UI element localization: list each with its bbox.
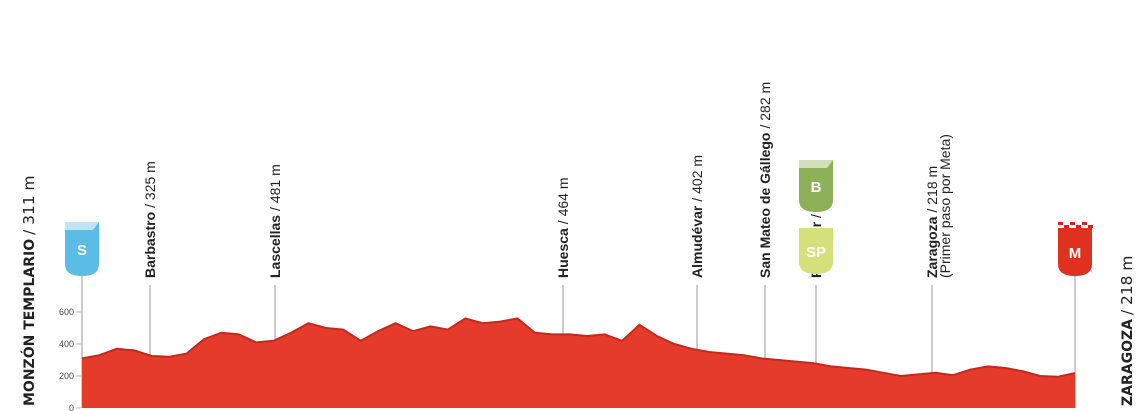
- badge-check: [1082, 222, 1087, 225]
- place-label: Zaragoza / 218 m: [924, 166, 940, 278]
- place-label: ZARAGOZA / 218 m: [1118, 256, 1136, 406]
- y-tick-label: 200: [59, 371, 74, 381]
- place-label: Barbastro / 325 m: [142, 161, 158, 278]
- badge-check: [1076, 225, 1081, 228]
- place-altitude: / 218 m: [924, 166, 940, 213]
- place-altitude: / 282 m: [757, 82, 773, 129]
- place-name: Almudévar: [689, 205, 705, 278]
- place-name: ZARAGOZA: [1120, 319, 1136, 406]
- place-label: Huesca / 464 m: [555, 177, 571, 278]
- badge-flag: [65, 222, 99, 230]
- place-name: Lascellas: [267, 215, 283, 278]
- place-altitude: / 464 m: [555, 177, 571, 224]
- badge-label: SP: [806, 244, 826, 261]
- badge-shape: [65, 222, 99, 276]
- badge-check: [1064, 225, 1069, 228]
- badge-shape: [1058, 228, 1092, 276]
- badge-label: B: [811, 179, 822, 196]
- place-altitude: / 402 m: [689, 155, 705, 202]
- badge-check: [1058, 222, 1063, 225]
- place-note: (Primer paso por Meta): [937, 134, 953, 278]
- place-name: San Mateo de Gállego: [757, 133, 773, 278]
- badge-shape: [799, 228, 833, 274]
- y-tick-label: 600: [59, 307, 74, 317]
- place-altitude: / 325 m: [142, 161, 158, 208]
- badge-shape: [799, 160, 833, 212]
- place-label: San Mateo de Gállego / 282 m: [757, 82, 773, 278]
- place-altitude: / 218 m: [1118, 256, 1136, 315]
- badge-check: [1088, 225, 1093, 228]
- y-tick-label: 0: [69, 403, 74, 411]
- place-name: MONZÓN TEMPLARIO: [20, 239, 38, 406]
- elevation-area: [82, 318, 1075, 408]
- place-altitude: / 481 m: [267, 164, 283, 211]
- badge-label: M: [1069, 245, 1082, 262]
- y-tick-label: 400: [59, 339, 74, 349]
- badge-check: [1070, 222, 1075, 225]
- place-name: Barbastro: [142, 212, 158, 278]
- elevation-edge: [81, 317, 1076, 378]
- badge-label: S: [77, 242, 87, 259]
- place-label: Lascellas / 481 m: [267, 164, 283, 278]
- place-altitude: / 311 m: [20, 176, 38, 235]
- place-label: Almudévar / 402 m: [689, 155, 705, 278]
- place-name: Zaragoza: [924, 216, 940, 278]
- place-name: Huesca: [555, 228, 571, 278]
- badge-flag: [799, 160, 833, 168]
- place-label: MONZÓN TEMPLARIO / 311 m: [20, 176, 38, 407]
